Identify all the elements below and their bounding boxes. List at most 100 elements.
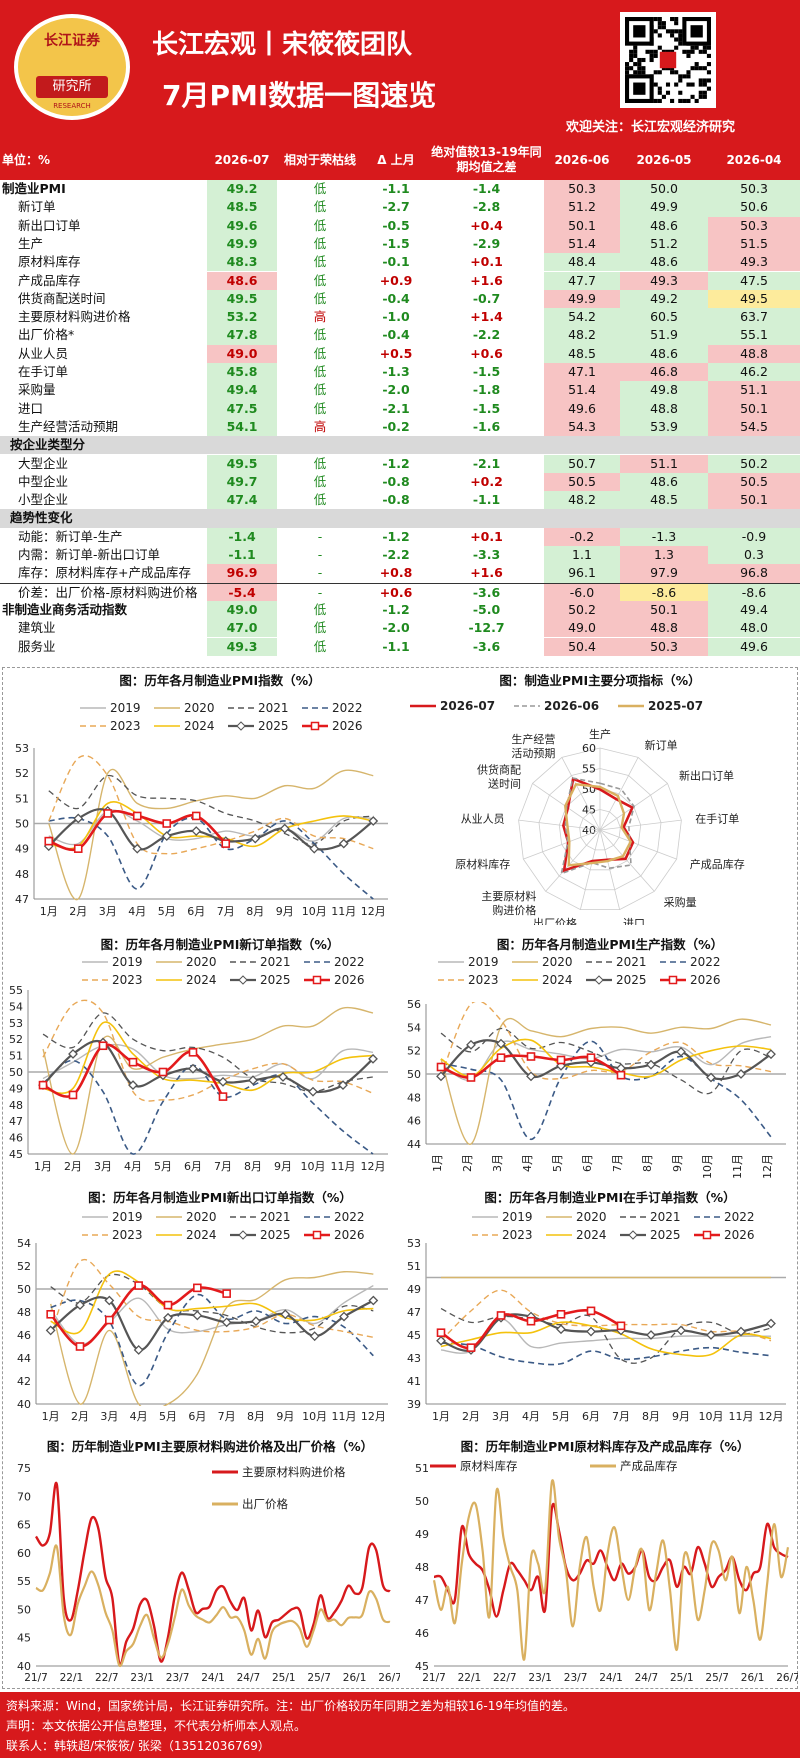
legend-label: 2022 xyxy=(334,955,365,969)
y-tick-label: 40 xyxy=(17,1660,31,1673)
y-tick-label: 46 xyxy=(407,1115,421,1128)
x-tick-label: 3月 xyxy=(94,1160,112,1173)
x-tick-label: 7月 xyxy=(214,1160,232,1173)
table-row: 从业人员 49.0 低 +0.5 +0.6 48.5 48.6 48.8 xyxy=(0,344,800,363)
cell-m3: 48.0 xyxy=(708,619,800,638)
cell-d: -2.2 xyxy=(382,547,410,562)
cell-v: -1.1 xyxy=(207,546,277,565)
radar-axis-label: 进口 xyxy=(623,917,645,925)
header-banner: 长江证券 研究所 RESEARCH 长江宏观丨宋筱筱团队 7月PMI数据一图速览… xyxy=(0,0,800,140)
y-tick-label: 54 xyxy=(17,1237,31,1250)
chart-backlog: 39 41 43 45 47 49 51 53 1月 2月 3月 4月 5月 6月 7月 8月 9月 10月 11月… xyxy=(407,1210,786,1423)
row-label: 产成品库存 xyxy=(18,272,81,288)
cell-m3: 47.5 xyxy=(708,271,800,290)
cell-m2: 51.9 xyxy=(620,326,708,345)
chart-price: 40 45 50 55 60 65 70 75 21/7 22/1 22/7 23/1 23/7 24/1… xyxy=(17,1462,400,1684)
cell-m2: 49.2 xyxy=(620,289,708,309)
cell-m1: 50.1 xyxy=(544,216,620,235)
series-point-2026 xyxy=(436,1062,446,1072)
radar-axis-label: 生产 xyxy=(589,727,611,741)
chart-title-backlog: 图：历年各月制造业PMI在手订单指数（%） xyxy=(484,1190,736,1205)
series-line-0 xyxy=(433,1503,789,1618)
x-tick-label: 12月 xyxy=(759,1410,784,1423)
series-point-2026 xyxy=(616,1321,626,1331)
legend-label: 2026 xyxy=(334,973,365,987)
series-point-2025 xyxy=(75,1300,85,1311)
cell-v: 49.3 xyxy=(207,637,277,656)
x-tick-label: 24/7 xyxy=(237,1672,261,1684)
table-row: 出厂价格* 47.8 低 -0.4 -2.2 48.2 51.9 55.1 xyxy=(0,326,800,345)
legend-label: 2026 xyxy=(332,719,363,733)
cell-diff: -0.7 xyxy=(472,290,501,306)
table-row: 建筑业 47.0 低 -2.0 -12.7 49.0 48.8 48.0 xyxy=(0,619,800,638)
legend-label: 2019 xyxy=(502,1210,533,1224)
y-tick-label: 53 xyxy=(9,1017,23,1030)
x-tick-label: 25/1 xyxy=(272,1672,296,1684)
x-tick-label: 26/1 xyxy=(741,1672,765,1684)
series-point-2025 xyxy=(338,1080,348,1091)
series-point-2025 xyxy=(766,1318,776,1329)
cell-m1: 47.7 xyxy=(544,271,620,290)
series-line-2024 xyxy=(42,1021,374,1095)
table-row: 生产 49.9 低 -1.5 -2.9 51.4 51.2 51.5 xyxy=(0,234,800,254)
series-point-2025 xyxy=(309,1331,320,1342)
series-point-2026 xyxy=(73,844,83,853)
cell-diff: +0.6 xyxy=(470,345,503,361)
row-label: 采购量 xyxy=(18,382,56,398)
x-tick-label: 6月 xyxy=(582,1410,600,1423)
radar-axis-label: 新出口订单 xyxy=(679,768,734,782)
legend-label: 2020 xyxy=(542,955,573,969)
y-tick-label: 54 xyxy=(407,1021,421,1034)
x-tick-label: 11月 xyxy=(331,1160,356,1173)
x-tick-label: 11月 xyxy=(729,1410,754,1423)
legend-label: 2026-06 xyxy=(544,699,599,713)
row-label: 按企业类型分 xyxy=(10,437,86,453)
series-point-2025 xyxy=(133,1345,144,1355)
cell-v: 54.1 xyxy=(207,417,277,437)
row-label: 内需：新订单-新出口订单 xyxy=(18,547,161,562)
cell-m2: 48.6 xyxy=(620,344,708,363)
table-row: 新出口订单 49.6 低 -0.5 +0.4 50.1 48.6 50.3 xyxy=(0,216,800,235)
y-tick-label: 42 xyxy=(17,1375,31,1388)
cell-d: -1.0 xyxy=(382,309,410,325)
legend-label: 2020 xyxy=(184,701,215,715)
series-line-2023 xyxy=(42,999,374,1102)
table-row: 主要原材料购进价格 53.2 高 -1.0 +1.4 54.2 60.5 63.7 xyxy=(0,308,800,327)
cell-diff: -2.1 xyxy=(472,455,501,471)
page-title: 7月PMI数据一图速览 xyxy=(162,79,437,112)
cell-m3: 50.5 xyxy=(708,472,800,492)
cell-d: +0.8 xyxy=(379,565,413,581)
cell-d: -1.5 xyxy=(382,235,410,251)
col-current: 2026-07 xyxy=(214,152,270,167)
cell-m2: 50.3 xyxy=(620,637,708,656)
y-tick-label: 43 xyxy=(407,1352,421,1365)
radar-axis-label: 产成品库存 xyxy=(690,857,745,871)
y-tick-label: 46 xyxy=(17,1329,31,1342)
cell-m1: 51.4 xyxy=(544,234,620,254)
x-tick-label: 21/7 xyxy=(24,1672,48,1684)
cell-m2: 48.8 xyxy=(620,399,708,418)
x-tick-label: 7月 xyxy=(611,1154,624,1172)
cell-diff: +0.1 xyxy=(470,254,503,270)
series-point-2026 xyxy=(218,1092,228,1101)
y-tick-label: 44 xyxy=(407,1138,421,1151)
series-point-2025 xyxy=(163,1312,173,1323)
cell-d: -2.0 xyxy=(382,620,410,636)
cell-v: 49.6 xyxy=(207,216,277,235)
legend-label: 2019 xyxy=(110,701,141,715)
legend-marker xyxy=(312,1230,322,1240)
table-row: 大型企业 49.5 低 -1.2 -2.1 50.7 51.1 50.2 xyxy=(0,454,800,473)
cell-m3: 0.3 xyxy=(708,546,800,565)
y-tick-label: 48 xyxy=(407,1091,421,1104)
series-line-2025 xyxy=(440,1313,772,1352)
x-tick-label: 4月 xyxy=(124,1160,142,1173)
table-row: 内需：新订单-新出口订单 -1.1 - -2.2 -3.3 1.1 1.3 0.3 xyxy=(0,546,800,565)
y-tick-label: 51 xyxy=(415,1462,429,1475)
x-tick-label: 25/7 xyxy=(705,1672,729,1684)
cell-diff: -3.3 xyxy=(472,547,501,562)
legend-label: 2024 xyxy=(542,973,573,987)
row-label: 进口 xyxy=(18,400,44,416)
y-tick-label: 55 xyxy=(17,1575,31,1588)
row-label: 库存：原材料库存+产成品库存 xyxy=(18,565,191,581)
table-row: 服务业 49.3 低 -1.1 -3.6 50.4 50.3 49.6 xyxy=(0,637,800,656)
